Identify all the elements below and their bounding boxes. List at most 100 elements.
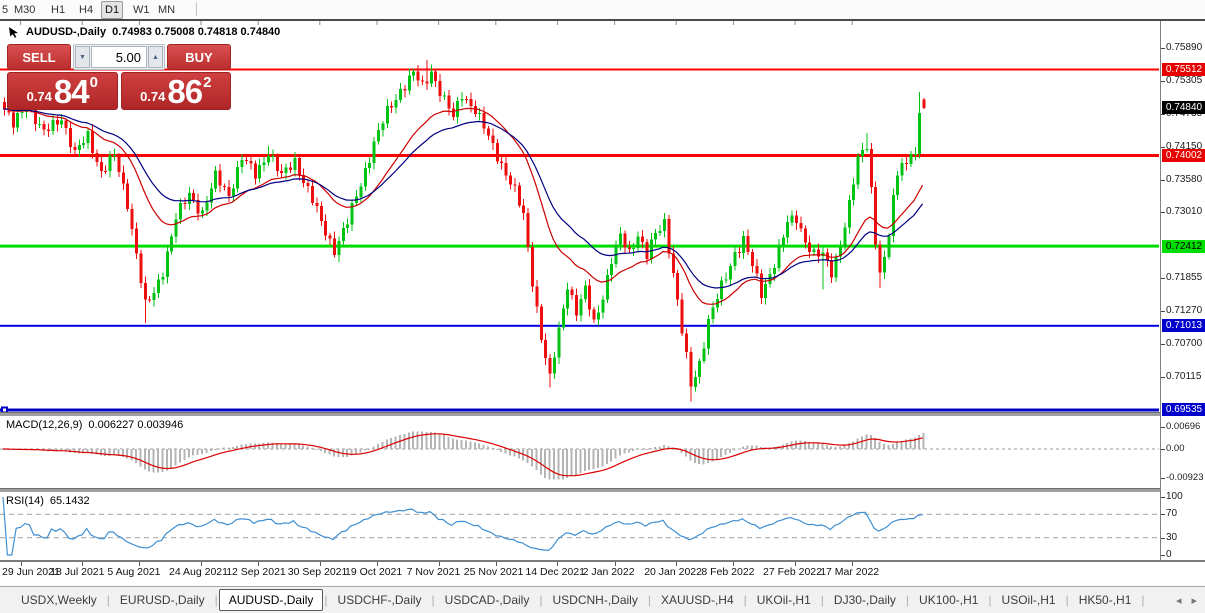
candlestick-chart[interactable] bbox=[0, 21, 1205, 412]
price-tickmark bbox=[1161, 343, 1165, 345]
price-tickmark bbox=[1161, 277, 1165, 279]
sell-quote-button[interactable]: 0.74 84 0 bbox=[7, 72, 118, 110]
date-axis[interactable]: 29 Jun 2021 18 Jul 2021 5 Aug 2021 24 Aug 2… bbox=[0, 562, 1205, 586]
trade-panel-top-row: SELL ▼ 5.00 ▲ BUY bbox=[7, 44, 231, 70]
symbol-tab-hk50-h1[interactable]: HK50-,H1 bbox=[1078, 593, 1132, 607]
symbol-tab-eurusd-daily[interactable]: EURUSD-,Daily bbox=[119, 593, 205, 607]
timeframe-button-5[interactable]: 5 bbox=[2, 4, 9, 16]
rsi-tick-label: 30 bbox=[1166, 531, 1178, 543]
candles-layer bbox=[3, 60, 926, 402]
date-label: 18 Jul 2021 bbox=[50, 566, 105, 578]
macd-indicator-pane[interactable]: MACD(12,26,9) 0.006227 0.003946 bbox=[0, 416, 1205, 488]
date-label: 30 Sep 2021 bbox=[287, 566, 348, 578]
hline-0.74002[interactable] bbox=[0, 154, 1159, 157]
toolbar-separator bbox=[196, 2, 197, 16]
date-label: 17 Mar 2022 bbox=[820, 566, 880, 578]
timeframe-button-h1[interactable]: H1 bbox=[51, 4, 66, 16]
date-label: 20 Jan 2022 bbox=[644, 566, 702, 578]
symbol-tab-usdcad-daily[interactable]: USDCAD-,Daily bbox=[444, 593, 530, 607]
hline-0.69535[interactable] bbox=[0, 408, 1159, 412]
price-badge-0.74840: 0.74840 bbox=[1162, 101, 1205, 115]
tab-separator: | bbox=[106, 593, 110, 607]
date-label: 24 Aug 2021 bbox=[169, 566, 228, 578]
tab-scroll-left-icon[interactable]: ◂ bbox=[1175, 594, 1182, 607]
price-tickmark bbox=[1161, 376, 1165, 378]
hline-0.75512[interactable] bbox=[0, 68, 1159, 71]
rsi-indicator-pane[interactable]: RSI(14) 65.1432 bbox=[0, 492, 1205, 560]
date-label: 7 Nov 2021 bbox=[406, 566, 461, 578]
date-tickmark bbox=[733, 562, 735, 566]
date-label: 25 Nov 2021 bbox=[463, 566, 524, 578]
buy-quote-button[interactable]: 0.74 86 2 bbox=[120, 72, 231, 110]
tab-scroll-right-icon[interactable]: ▸ bbox=[1191, 594, 1197, 607]
hline-0.72412[interactable] bbox=[0, 244, 1159, 248]
pane-separator[interactable] bbox=[0, 488, 1205, 493]
date-tickmark bbox=[20, 562, 22, 566]
volume-input[interactable]: 5.00 bbox=[91, 46, 147, 68]
sell-price-prefix: 0.74 bbox=[26, 89, 52, 104]
date-label: 27 Feb 2022 bbox=[763, 566, 822, 578]
date-tickmark bbox=[258, 562, 260, 566]
rsi-tickmark bbox=[1161, 555, 1165, 556]
timeframe-button-w1[interactable]: W1 bbox=[133, 4, 150, 16]
date-tickmark bbox=[319, 562, 321, 566]
pane-separator[interactable] bbox=[0, 412, 1205, 417]
price-tickmark bbox=[1161, 179, 1165, 181]
tab-separator: | bbox=[431, 593, 435, 607]
buy-button[interactable]: BUY bbox=[167, 44, 231, 70]
chart-title: AUDUSD-,Daily 0.74983 0.75008 0.74818 0.… bbox=[8, 26, 280, 38]
symbol-tab-xauusd-h4[interactable]: XAUUSD-,H4 bbox=[660, 593, 734, 607]
price-tickmark bbox=[1161, 311, 1165, 313]
symbol-tab-ukoil-h1[interactable]: UKOil-,H1 bbox=[756, 593, 811, 607]
tab-separator: | bbox=[1065, 593, 1069, 607]
volume-stepper: ▼ 5.00 ▲ bbox=[73, 44, 165, 70]
rsi-tick-label: 70 bbox=[1166, 508, 1178, 520]
price-tick-label: 0.73010 bbox=[1166, 206, 1203, 218]
symbol-tab-dj30-daily[interactable]: DJ30-,Daily bbox=[833, 593, 896, 607]
macd-signal-line bbox=[3, 433, 923, 477]
timeframe-button-mn[interactable]: MN bbox=[158, 4, 176, 16]
trade-panel-quote-row: 0.74 84 0 0.74 86 2 bbox=[7, 72, 231, 110]
macd-tickmark bbox=[1161, 478, 1165, 480]
one-click-trading-panel: SELL ▼ 5.00 ▲ BUY 0.74 84 0 0.74 86 2 bbox=[7, 44, 231, 110]
date-tickmark bbox=[201, 562, 202, 566]
hline-0.71013[interactable] bbox=[0, 324, 1159, 327]
symbol-tab-usoil-h1[interactable]: USOil-,H1 bbox=[1001, 593, 1056, 607]
price-tickmark bbox=[1161, 48, 1165, 49]
chart-frame-top bbox=[0, 19, 1205, 21]
price-tick-label: 0.75305 bbox=[1166, 75, 1203, 87]
main-price-pane[interactable]: AUDUSD-,Daily 0.74983 0.75008 0.74818 0.… bbox=[0, 21, 1205, 412]
sell-price-pip: 0 bbox=[89, 74, 98, 91]
price-axis[interactable]: 0.758900.753050.747350.741500.735800.730… bbox=[1160, 21, 1205, 560]
hline-handle-center bbox=[3, 408, 6, 412]
date-label: 8 Feb 2022 bbox=[701, 566, 755, 578]
rsi-tick-label: 0 bbox=[1166, 549, 1172, 560]
symbol-tab-usdx-weekly[interactable]: USDX,Weekly bbox=[21, 593, 97, 607]
date-label: 29 Jun 2021 bbox=[2, 566, 60, 578]
timeframe-button-d1[interactable]: D1 bbox=[101, 1, 124, 19]
symbol-tab-uk100-h1[interactable]: UK100-,H1 bbox=[919, 593, 979, 607]
rsi-tick-label: 100 bbox=[1166, 491, 1183, 502]
macd-label: MACD(12,26,9) 0.006227 0.003946 bbox=[6, 419, 184, 431]
horizontal-lines-layer[interactable] bbox=[0, 68, 1159, 413]
symbol-tab-usdcnh-daily[interactable]: USDCNH-,Daily bbox=[552, 593, 638, 607]
macd-tick-label: 0.00696 bbox=[1166, 421, 1201, 433]
tab-separator: | bbox=[539, 593, 543, 607]
tab-separator: | bbox=[647, 593, 651, 607]
sell-button[interactable]: SELL bbox=[7, 44, 71, 70]
volume-decrease-icon[interactable]: ▼ bbox=[75, 46, 90, 68]
sell-price-main: 84 bbox=[53, 73, 90, 110]
symbol-tab-usdchf-daily[interactable]: USDCHF-,Daily bbox=[337, 593, 422, 607]
macd-tick-label: -0.00923 bbox=[1166, 472, 1204, 484]
price-badge-0.71013: 0.71013 bbox=[1162, 319, 1205, 333]
price-tick-label: 0.71855 bbox=[1166, 271, 1203, 283]
timeframe-button-m30[interactable]: M30 bbox=[14, 4, 36, 16]
timeframe-button-h4[interactable]: H4 bbox=[79, 4, 94, 16]
volume-increase-icon[interactable]: ▲ bbox=[148, 46, 163, 68]
rsi-tickmark bbox=[1161, 537, 1165, 539]
macd-chart bbox=[0, 431, 1159, 480]
tab-separator: | bbox=[988, 593, 992, 607]
timeframe-toolbar: 5 M30 H1 H4 D1 W1 MN bbox=[0, 0, 1205, 20]
symbol-tab-audusd-daily[interactable]: AUDUSD-,Daily bbox=[218, 589, 324, 611]
